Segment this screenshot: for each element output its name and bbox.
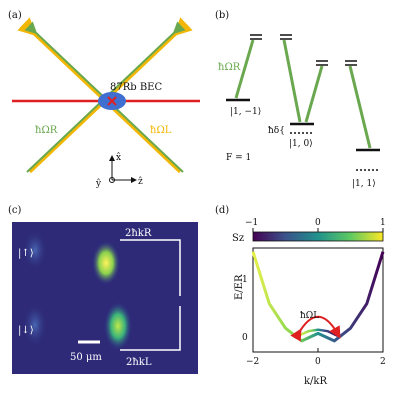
transition-1 bbox=[234, 39, 255, 99]
axis-y-dot bbox=[109, 177, 115, 183]
xtick-label-2: 0 bbox=[315, 357, 321, 367]
transition-3 bbox=[304, 65, 324, 123]
b-omega-r: ħΩR bbox=[218, 62, 241, 73]
kick-r-label: 2ħkR bbox=[125, 228, 152, 239]
level-high-1 bbox=[250, 34, 262, 40]
omega-r-label: ħΩR bbox=[35, 125, 58, 136]
cbar-tick-label-1: −1 bbox=[245, 218, 258, 228]
level-high-4 bbox=[345, 60, 357, 66]
level-high-2 bbox=[280, 34, 292, 40]
bracket-down bbox=[120, 306, 181, 351]
ytick-label-1: 0 bbox=[242, 333, 248, 343]
delta-label: ħδ{ bbox=[268, 126, 285, 136]
faint-cloud-down bbox=[23, 303, 47, 347]
panel-a-tag: (a) bbox=[8, 10, 22, 21]
level-high-3 bbox=[316, 60, 328, 66]
f-label: F = 1 bbox=[226, 153, 251, 163]
state-0: |1, 0⟩ bbox=[289, 139, 313, 149]
axis-z-label: ẑ bbox=[138, 176, 143, 187]
faint-cloud-up bbox=[23, 230, 47, 270]
cbar-label: Sz bbox=[232, 233, 244, 244]
kick-l-label: 2ħkL bbox=[126, 357, 152, 368]
panel-b: (b) ħΩR |1, −1⟩ ħδ{ |1, 0⟩ |1, 1⟩ F = 1 bbox=[215, 10, 380, 189]
state-p1: |1, 1⟩ bbox=[352, 179, 376, 189]
panel-c: (c) |↑⟩ |↓⟩ 2ħkR 2ħkL 50 μm bbox=[8, 205, 198, 374]
panel-d: (d) −1 0 1 Sz −2 0 2 0 1 k/kR E/ER ħΩL bbox=[215, 205, 386, 387]
plot-frame bbox=[252, 247, 384, 353]
scale-label: 50 μm bbox=[70, 352, 102, 363]
cloud-down bbox=[104, 302, 132, 350]
bec-label: 87Rb BEC bbox=[110, 82, 162, 93]
spin-down-label: |↓⟩ bbox=[18, 325, 34, 336]
d-omega-l: ħΩL bbox=[300, 311, 319, 321]
bracket-up bbox=[120, 239, 181, 296]
coupling-arrow bbox=[290, 315, 341, 342]
ylabel: E/ER bbox=[234, 274, 245, 300]
ytick-label-2: 1 bbox=[242, 275, 248, 285]
cbar-tick-label-3: 1 bbox=[380, 218, 386, 228]
axis-x-label: x̂ bbox=[116, 152, 121, 163]
transition-2 bbox=[282, 39, 302, 123]
panel-c-tag: (c) bbox=[8, 205, 22, 216]
spin-up-label: |↑⟩ bbox=[18, 248, 34, 259]
xlabel: k/kR bbox=[304, 376, 327, 387]
transition-4 bbox=[348, 65, 372, 149]
panel-a: (a) 87Rb BEC ħΩR ħΩL x̂ ŷ ẑ bbox=[8, 10, 200, 189]
axis-y-label: ŷ bbox=[95, 178, 102, 189]
xtick-label-1: −2 bbox=[246, 357, 259, 367]
colorbar bbox=[252, 231, 384, 242]
cloud-up bbox=[92, 241, 120, 285]
omega-l-label: ħΩL bbox=[150, 125, 172, 136]
state-m1: |1, −1⟩ bbox=[230, 107, 261, 117]
panel-b-tag: (b) bbox=[215, 10, 229, 21]
band-line-1 bbox=[251, 251, 385, 343]
xtick-label-3: 2 bbox=[380, 357, 386, 367]
bec-cross bbox=[107, 96, 117, 106]
plot-area bbox=[251, 251, 385, 343]
panel-d-tag: (d) bbox=[215, 205, 229, 216]
cbar-tick-label-2: 0 bbox=[315, 218, 321, 228]
